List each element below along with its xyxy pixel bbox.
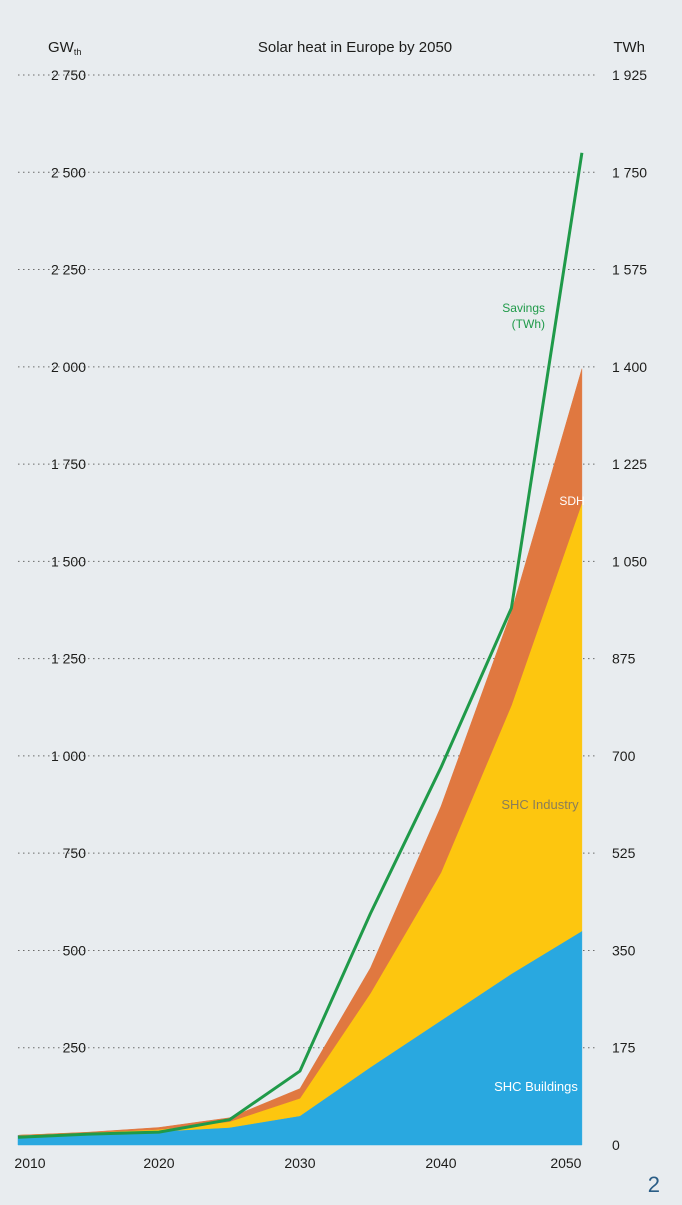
series-label-shc-buildings: SHC Buildings (494, 1079, 578, 1094)
line-layer (17, 152, 584, 1139)
grid-layer (18, 74, 596, 1049)
right-unit-label: TWh (613, 39, 645, 56)
left-tick-label: 1 750 (51, 456, 86, 472)
right-tick-label: 0 (612, 1137, 620, 1153)
x-tick-label: 2040 (425, 1155, 456, 1171)
right-tick-label: 875 (612, 651, 636, 667)
area-layer (17, 368, 583, 1146)
right-tick-label: 1 225 (612, 456, 647, 472)
left-tick-label: 500 (63, 942, 87, 958)
right-tick-label: 175 (612, 1040, 636, 1056)
tick-layer: 0 250 175 500 350 750 525 1 000 700 1 250 875 1 500… (14, 67, 647, 1171)
left-tick-label: 1 500 (51, 553, 86, 569)
series-label-shc-industry: SHC Industry (501, 797, 579, 812)
x-tick-label: 2020 (143, 1155, 174, 1171)
right-tick-label: 1 925 (612, 67, 647, 83)
left-tick-label: 250 (63, 1040, 87, 1056)
left-tick-label: 2 000 (51, 359, 86, 375)
left-unit-text: GW (48, 39, 75, 56)
left-unit-subscript: th (74, 47, 82, 57)
left-tick-label: 1 000 (51, 748, 86, 764)
left-tick-label: 2 750 (51, 67, 86, 83)
page-number: 2 (647, 1172, 660, 1197)
x-tick-label: 2010 (14, 1155, 45, 1171)
series-label-savings-unit: (TWh) (512, 317, 545, 331)
right-tick-label: 1 050 (612, 553, 647, 569)
series-label-sdh: SDH (559, 494, 584, 508)
right-tick-label: 350 (612, 942, 636, 958)
x-tick-label: 2050 (550, 1155, 581, 1171)
left-tick-label: 2 250 (51, 262, 86, 278)
right-tick-label: 700 (612, 748, 636, 764)
label-layer: Solar heat in Europe by 2050 GWth TWh SH… (48, 39, 645, 1094)
series-label-savings: Savings (502, 301, 545, 315)
x-tick-label: 2030 (284, 1155, 315, 1171)
right-tick-label: 525 (612, 845, 636, 861)
left-tick-label: 2 500 (51, 164, 86, 180)
right-tick-label: 1 750 (612, 164, 647, 180)
chart-title: Solar heat in Europe by 2050 (258, 39, 452, 56)
right-tick-label: 1 575 (612, 262, 647, 278)
left-tick-label: 1 250 (51, 651, 86, 667)
left-unit-label: GWth (48, 39, 81, 57)
right-tick-label: 1 400 (612, 359, 647, 375)
savings-line (17, 152, 584, 1139)
left-tick-label: 750 (63, 845, 87, 861)
